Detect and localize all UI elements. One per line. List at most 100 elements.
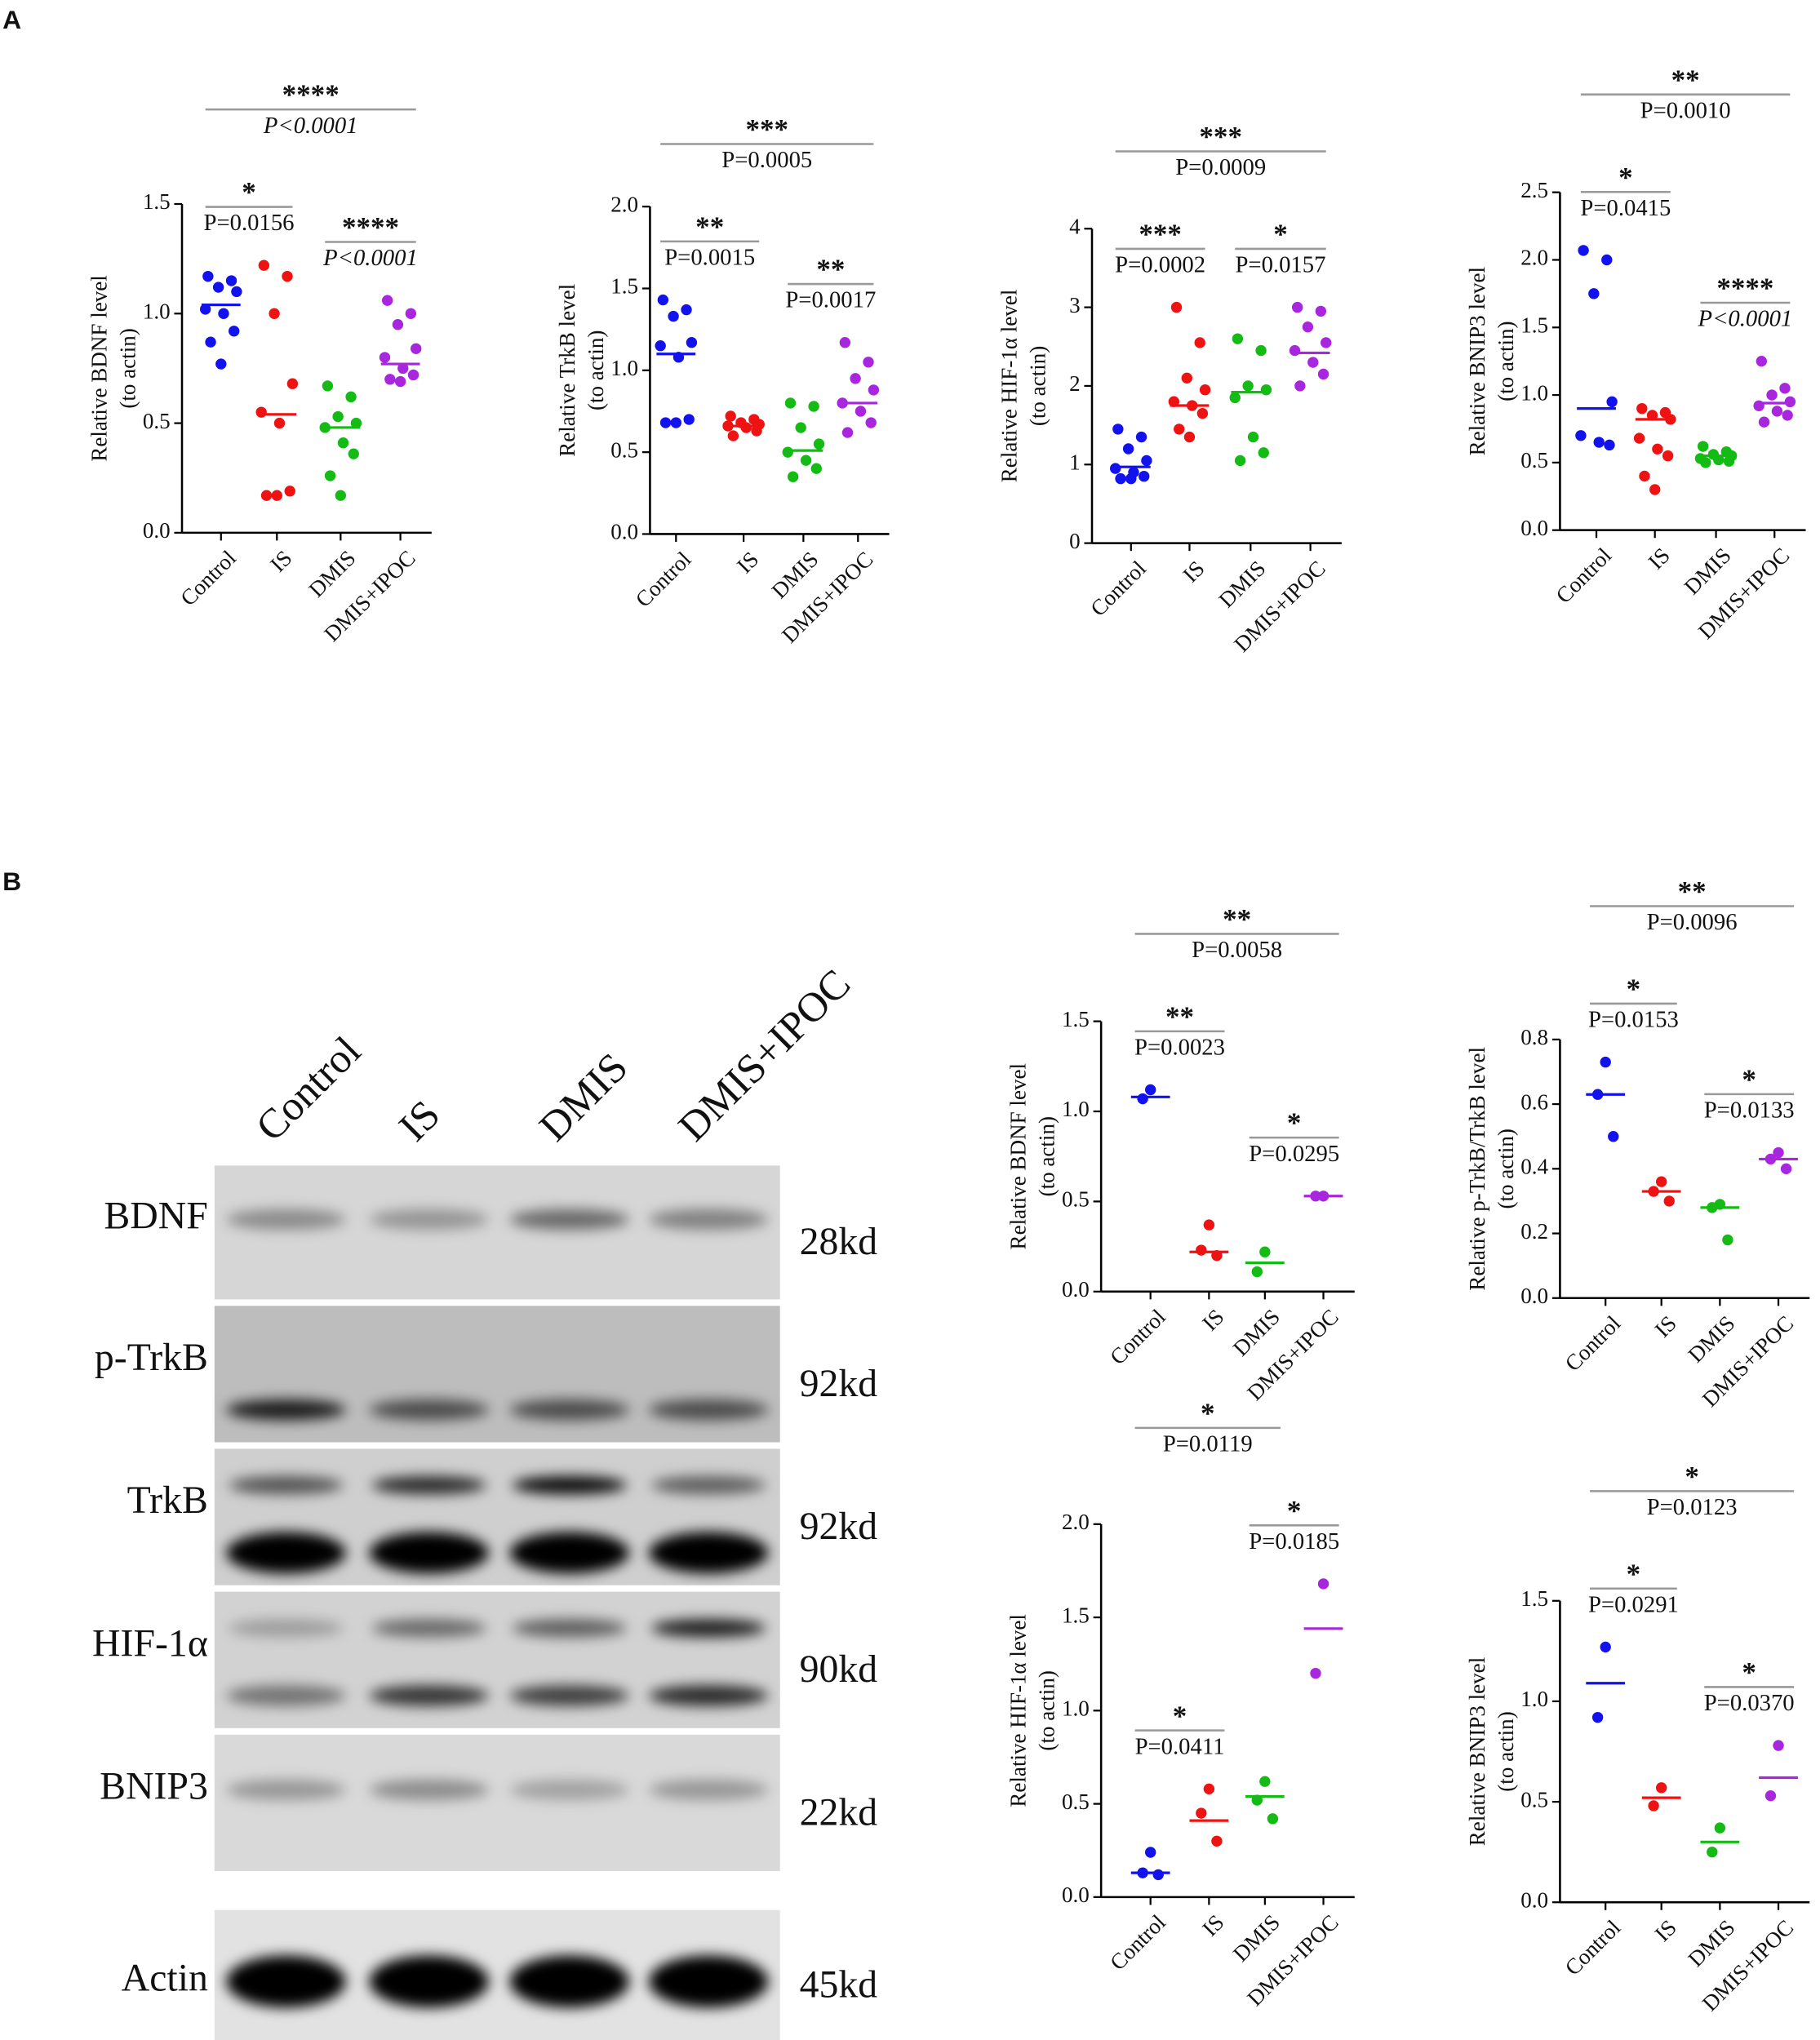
data-point xyxy=(1588,288,1600,299)
data-point xyxy=(381,295,393,306)
data-point xyxy=(1229,392,1241,404)
data-point xyxy=(863,357,874,368)
data-point xyxy=(787,471,799,482)
y-tick-label: 1.5 xyxy=(1062,1007,1090,1031)
blot-bands xyxy=(226,1399,769,1421)
data-point xyxy=(394,375,406,388)
data-point xyxy=(229,326,240,337)
x-tick-label: IS xyxy=(1644,543,1675,574)
band xyxy=(369,1779,489,1801)
y-tick-label: 1.5 xyxy=(610,274,638,299)
data-point xyxy=(1258,447,1269,459)
data-point xyxy=(1122,443,1134,455)
data-point xyxy=(1700,457,1711,468)
blot-strip xyxy=(214,1306,780,1443)
blot-strip xyxy=(214,1165,780,1300)
data-point xyxy=(319,422,331,433)
y-tick-label: 0.0 xyxy=(143,518,171,543)
y-tick-label: 1.5 xyxy=(1520,313,1548,337)
data-point xyxy=(1600,1056,1611,1068)
significance-stars: * xyxy=(1742,1656,1756,1688)
data-point xyxy=(670,417,681,428)
data-point xyxy=(348,448,359,459)
data-point xyxy=(411,343,422,354)
p-value: P=0.0153 xyxy=(1588,1007,1679,1033)
p-value: P=0.0370 xyxy=(1704,1690,1795,1716)
band xyxy=(509,1399,629,1421)
band xyxy=(371,1475,486,1495)
x-tick-label: Control xyxy=(175,546,241,611)
data-point xyxy=(683,414,695,425)
y-tick-label: 0.5 xyxy=(143,409,171,433)
data-point xyxy=(1600,1641,1611,1653)
y-tick-label: 1.5 xyxy=(143,189,171,214)
data-point xyxy=(202,270,214,282)
data-point xyxy=(271,490,282,501)
y-tick-label: 0.8 xyxy=(1520,1025,1548,1049)
data-point xyxy=(260,490,273,501)
data-point xyxy=(751,425,762,437)
data-point xyxy=(1714,1822,1726,1834)
significance-stars: ** xyxy=(816,254,845,286)
data-point xyxy=(1575,430,1587,441)
blot-bands xyxy=(226,1475,769,1574)
p-value: P=0.0411 xyxy=(1135,1733,1225,1759)
p-value: P=0.0096 xyxy=(1647,909,1738,935)
data-point xyxy=(1144,1847,1156,1858)
y-axis-label: Relative BNIP3 level xyxy=(1465,1657,1489,1846)
y-tick-label: 0.4 xyxy=(1520,1155,1548,1179)
data-point xyxy=(800,455,812,466)
data-point xyxy=(350,417,362,429)
y-tick-label: 1 xyxy=(1069,450,1081,474)
y-axis-label: Relative HIF-1α level xyxy=(1006,1614,1031,1807)
x-tick-label: DMIS xyxy=(1683,1310,1739,1367)
data-point xyxy=(740,422,752,433)
y-tick-label: 3 xyxy=(1069,293,1081,317)
data-point xyxy=(868,384,880,396)
data-point xyxy=(1211,1835,1223,1847)
data-point xyxy=(215,358,227,370)
y-tick-label: 2.5 xyxy=(1520,178,1548,202)
data-point xyxy=(1652,443,1663,455)
data-point xyxy=(1601,254,1613,266)
data-point xyxy=(1255,344,1267,357)
y-tick-label: 2.0 xyxy=(1062,1510,1090,1534)
blot-strip xyxy=(214,1734,780,1871)
data-point xyxy=(1593,437,1605,448)
significance-stars: *** xyxy=(746,113,789,145)
band xyxy=(226,1532,346,1574)
significance-stars: *** xyxy=(1139,219,1182,251)
band xyxy=(509,1955,629,2008)
data-point xyxy=(1251,1794,1263,1806)
data-point xyxy=(839,337,851,348)
data-point xyxy=(813,438,825,450)
data-point xyxy=(1194,337,1205,348)
y-axis-label: Relative BDNF level xyxy=(1006,1063,1031,1249)
blot-bands xyxy=(226,1955,769,2008)
significance-stars: * xyxy=(1287,1107,1302,1139)
y-tick-label: 0.0 xyxy=(1520,1284,1548,1308)
band xyxy=(648,1955,769,2008)
data-point xyxy=(1170,301,1183,313)
significance-stars: * xyxy=(1273,219,1288,251)
data-point xyxy=(1183,431,1196,443)
band xyxy=(509,1779,629,1801)
y-axis-label: Relative BDNF level xyxy=(87,275,111,461)
x-tick-label: IS xyxy=(1197,1305,1228,1336)
data-point xyxy=(1196,407,1209,419)
data-point xyxy=(1780,1163,1792,1175)
y-axis-label: (to actin) xyxy=(1494,1129,1518,1208)
band xyxy=(369,1955,489,2008)
data-point xyxy=(686,337,698,348)
data-point xyxy=(1152,1869,1164,1881)
data-point xyxy=(782,446,793,458)
y-axis-label: (to actin) xyxy=(1494,1711,1518,1791)
data-point xyxy=(725,410,736,422)
y-tick-label: 0.2 xyxy=(1520,1219,1548,1244)
p-value: P=0.0157 xyxy=(1236,252,1326,278)
data-point xyxy=(1646,410,1658,421)
data-point xyxy=(727,430,739,441)
data-point xyxy=(1181,372,1192,384)
data-point xyxy=(273,417,286,429)
significance-stars: * xyxy=(242,176,256,208)
